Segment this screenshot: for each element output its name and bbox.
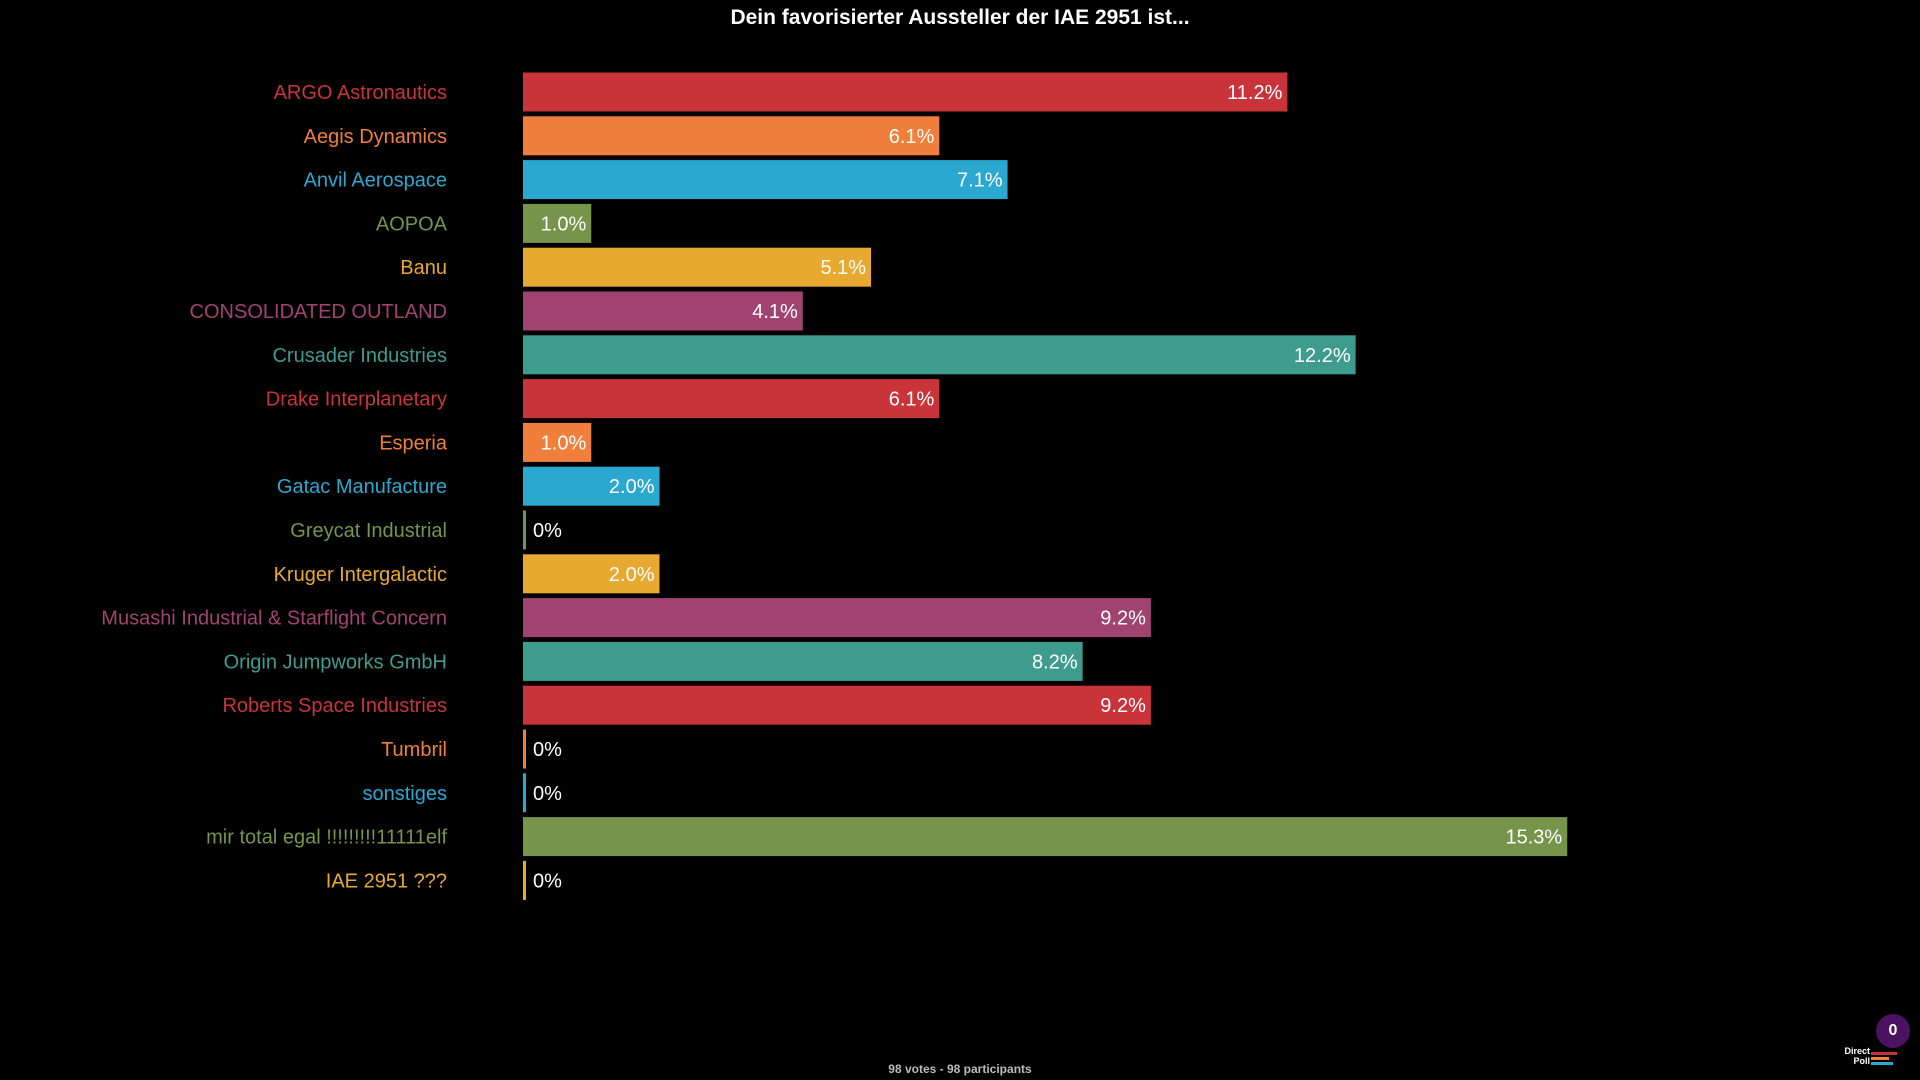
value-label-aopoa: 1.0% bbox=[541, 213, 587, 235]
value-label-mir-total-egal-11111elf: 15.3% bbox=[1506, 827, 1563, 849]
value-label-crusader-industries: 12.2% bbox=[1294, 345, 1351, 367]
bar-greycat-industrial bbox=[523, 510, 526, 550]
category-label-anvil-aerospace: Anvil Aerospace bbox=[304, 170, 447, 192]
category-label-greycat-industrial: Greycat Industrial bbox=[290, 520, 447, 542]
category-label-aegis-dynamics: Aegis Dynamics bbox=[304, 126, 447, 148]
category-label-gatac-manufacture: Gatac Manufacture bbox=[277, 476, 447, 498]
value-label-gatac-manufacture: 2.0% bbox=[609, 476, 655, 498]
category-label-roberts-space-industries: Roberts Space Industries bbox=[222, 695, 447, 717]
value-label-kruger-intergalactic: 2.0% bbox=[609, 564, 655, 586]
participant-counter-badge: 0 bbox=[1876, 1014, 1910, 1048]
bar-esperia bbox=[523, 422, 592, 462]
directpoll-logo: Direct Poll bbox=[1840, 1046, 1900, 1070]
bar-aopoa bbox=[523, 203, 592, 243]
value-label-consolidated-outland: 4.1% bbox=[752, 301, 798, 323]
category-label-sonstiges: sonstiges bbox=[363, 783, 448, 805]
category-label-argo-astronautics: ARGO Astronautics bbox=[274, 82, 447, 104]
category-label-esperia: Esperia bbox=[379, 432, 448, 454]
chart-title: Dein favorisierter Aussteller der IAE 29… bbox=[730, 6, 1190, 29]
value-label-argo-astronautics: 11.2% bbox=[1227, 82, 1282, 104]
bar-iae-2951 bbox=[523, 860, 526, 900]
value-label-anvil-aerospace: 7.1% bbox=[957, 170, 1003, 192]
category-label-musashi-industrial-starflight-concern: Musashi Industrial & Starflight Concern bbox=[101, 608, 447, 630]
value-label-sonstiges: 0% bbox=[533, 783, 562, 805]
value-label-greycat-industrial: 0% bbox=[533, 520, 562, 542]
bar-gatac-manufacture bbox=[523, 466, 660, 506]
bar-kruger-intergalactic bbox=[523, 554, 660, 594]
bar-banu bbox=[523, 247, 872, 287]
category-label-mir-total-egal-11111elf: mir total egal !!!!!!!!!11111elf bbox=[206, 827, 447, 849]
value-label-tumbril: 0% bbox=[533, 739, 562, 761]
value-label-musashi-industrial-starflight-concern: 9.2% bbox=[1100, 608, 1146, 630]
category-label-aopoa: AOPOA bbox=[376, 213, 448, 235]
bar-drake-interplanetary bbox=[523, 379, 940, 419]
bar-aegis-dynamics bbox=[523, 116, 940, 156]
logo-bars-icon bbox=[1871, 1050, 1899, 1066]
value-label-iae-2951: 0% bbox=[533, 870, 562, 892]
bar-tumbril bbox=[523, 729, 526, 769]
bar-origin-jumpworks-gmbh bbox=[523, 641, 1083, 681]
bar-anvil-aerospace bbox=[523, 160, 1008, 200]
category-label-drake-interplanetary: Drake Interplanetary bbox=[266, 389, 447, 411]
category-label-origin-jumpworks-gmbh: Origin Jumpworks GmbH bbox=[224, 651, 447, 673]
bar-mir-total-egal-11111elf bbox=[523, 817, 1568, 857]
bar-crusader-industries bbox=[523, 335, 1356, 375]
vote-summary: 98 votes - 98 participants bbox=[888, 1062, 1032, 1076]
bar-sonstiges bbox=[523, 773, 526, 813]
bar-argo-astronautics bbox=[523, 72, 1288, 112]
category-label-crusader-industries: Crusader Industries bbox=[272, 345, 447, 367]
value-label-aegis-dynamics: 6.1% bbox=[889, 126, 935, 148]
logo-text: Direct Poll bbox=[1844, 1046, 1870, 1066]
category-label-tumbril: Tumbril bbox=[381, 739, 447, 761]
value-label-banu: 5.1% bbox=[820, 257, 866, 279]
value-label-esperia: 1.0% bbox=[541, 432, 587, 454]
bar-musashi-industrial-starflight-concern bbox=[523, 598, 1151, 638]
value-label-origin-jumpworks-gmbh: 8.2% bbox=[1032, 651, 1078, 673]
category-label-kruger-intergalactic: Kruger Intergalactic bbox=[274, 564, 447, 586]
value-label-roberts-space-industries: 9.2% bbox=[1100, 695, 1146, 717]
category-label-iae-2951: IAE 2951 ??? bbox=[326, 870, 447, 892]
category-label-banu: Banu bbox=[400, 257, 447, 279]
category-label-consolidated-outland: CONSOLIDATED OUTLAND bbox=[190, 301, 447, 323]
value-label-drake-interplanetary: 6.1% bbox=[889, 389, 935, 411]
bar-consolidated-outland bbox=[523, 291, 803, 331]
bar-roberts-space-industries bbox=[523, 685, 1151, 725]
